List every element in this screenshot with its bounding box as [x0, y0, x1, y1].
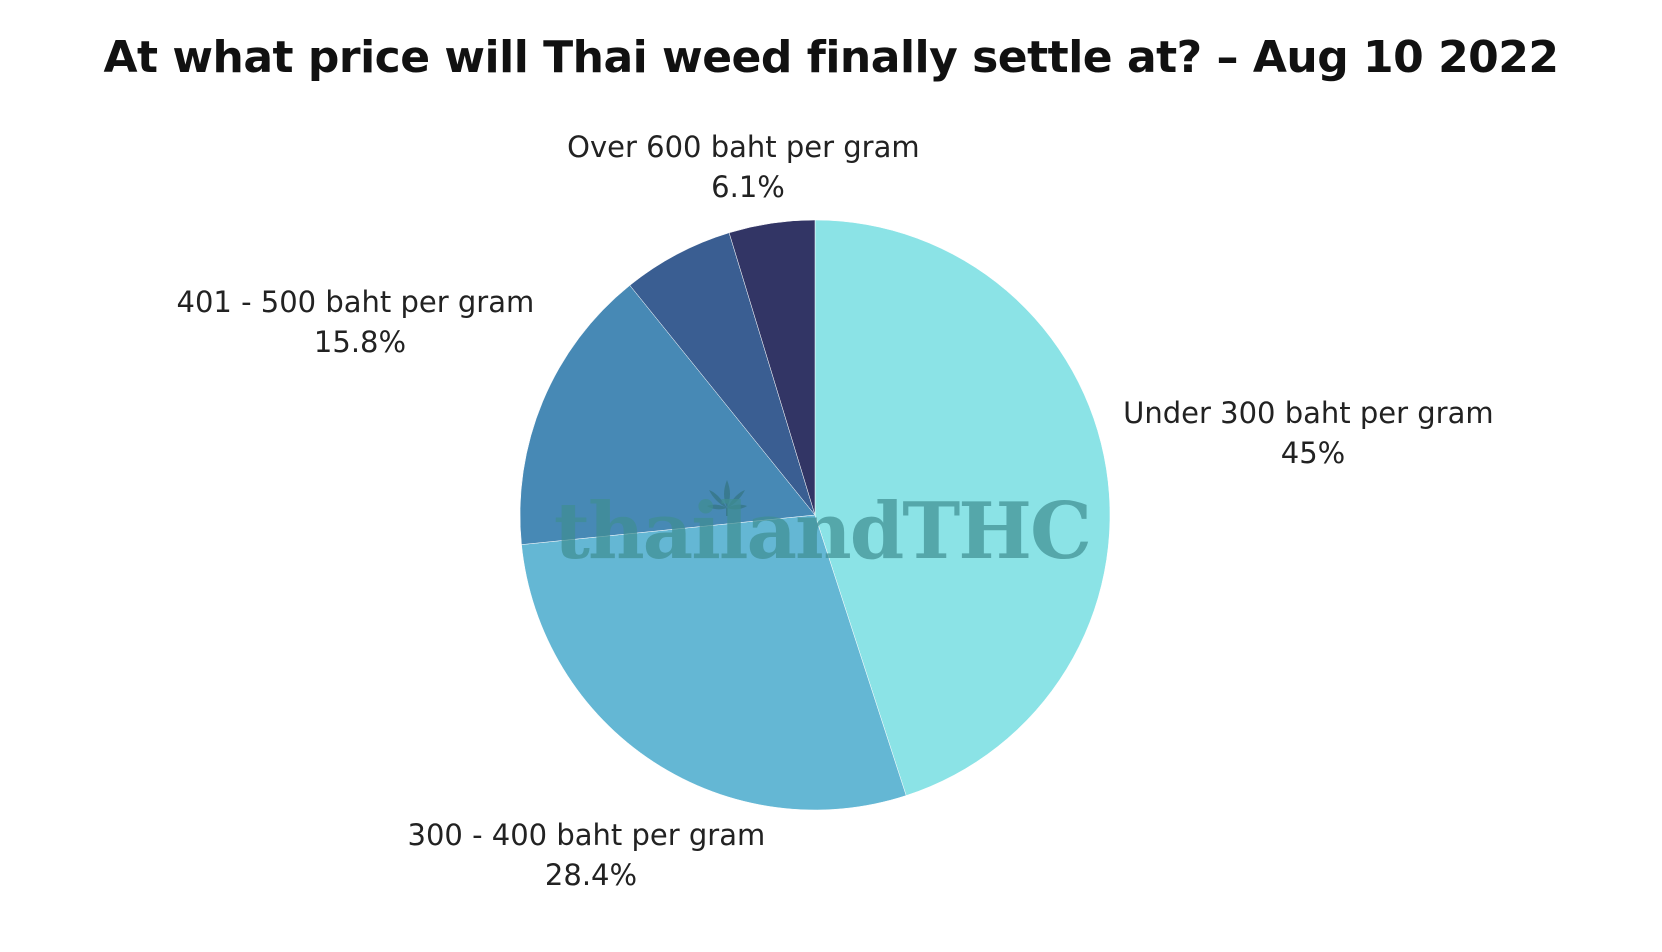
slice-label-0-name: Under 300 baht per gram [1123, 396, 1493, 430]
cannabis-leaf-icon [707, 480, 747, 516]
watermark-text: thailandTHC [554, 486, 1090, 577]
slice-label-2: 401 - 500 baht per gram 15.8% [177, 285, 544, 359]
pie-slice-2 [519, 284, 816, 545]
pie-slice-1 [521, 514, 907, 811]
slice-label-1: 300 - 400 baht per gram 28.4% [408, 818, 775, 892]
slice-label-3-name: Over 600 baht per gram [567, 130, 919, 164]
slice-label-3: Over 600 baht per gram 6.1% [567, 130, 929, 204]
slice-label-0-value: 45% [1281, 436, 1345, 470]
slice-labels: Under 300 baht per gram 45% 300 - 400 ba… [177, 130, 1503, 892]
pie-slice-0 [814, 219, 1111, 796]
slice-label-1-name: 300 - 400 baht per gram [408, 818, 766, 852]
slice-label-2-value: 15.8% [314, 325, 406, 359]
slice-label-0: Under 300 baht per gram 45% [1123, 396, 1503, 470]
slice-label-3-value: 6.1% [711, 170, 785, 204]
pie-slices [519, 219, 1111, 811]
chart-title: At what price will Thai weed finally set… [103, 32, 1559, 83]
slice-label-2-name: 401 - 500 baht per gram [177, 285, 535, 319]
pie-slice-4 [728, 219, 816, 516]
slice-label-1-value: 28.4% [545, 858, 637, 892]
watermark: thailandTHC [554, 480, 1092, 577]
